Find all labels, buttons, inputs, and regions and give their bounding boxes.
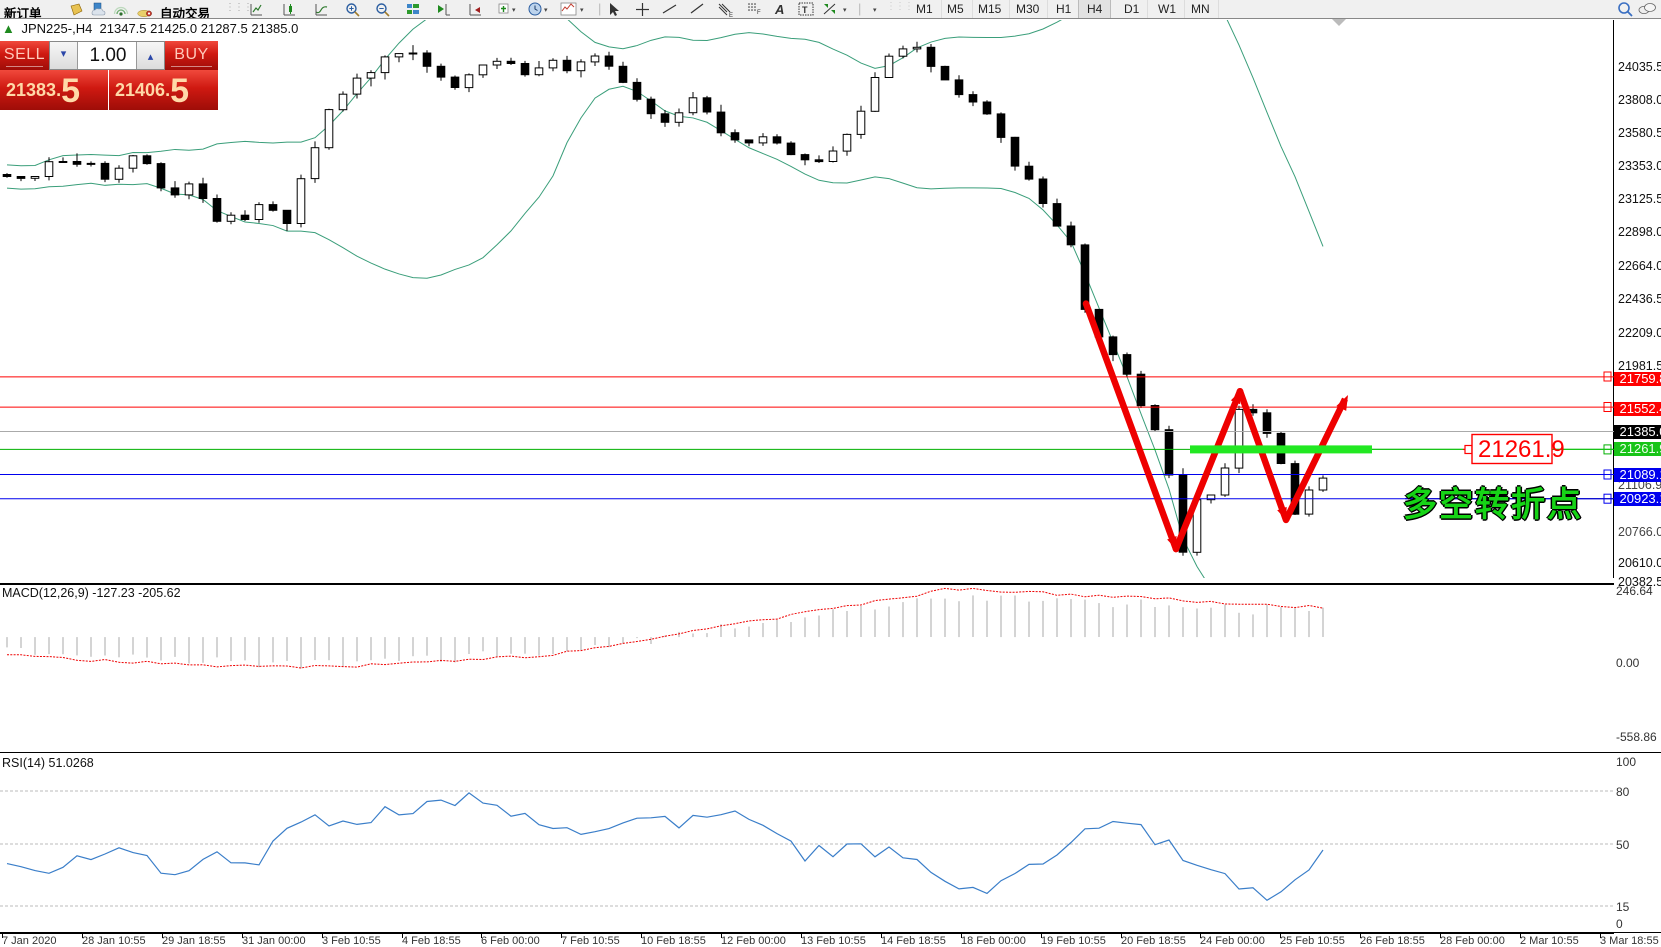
svg-text:E: E [729,13,733,17]
svg-text:T: T [802,5,808,15]
svg-text:F: F [757,10,761,15]
